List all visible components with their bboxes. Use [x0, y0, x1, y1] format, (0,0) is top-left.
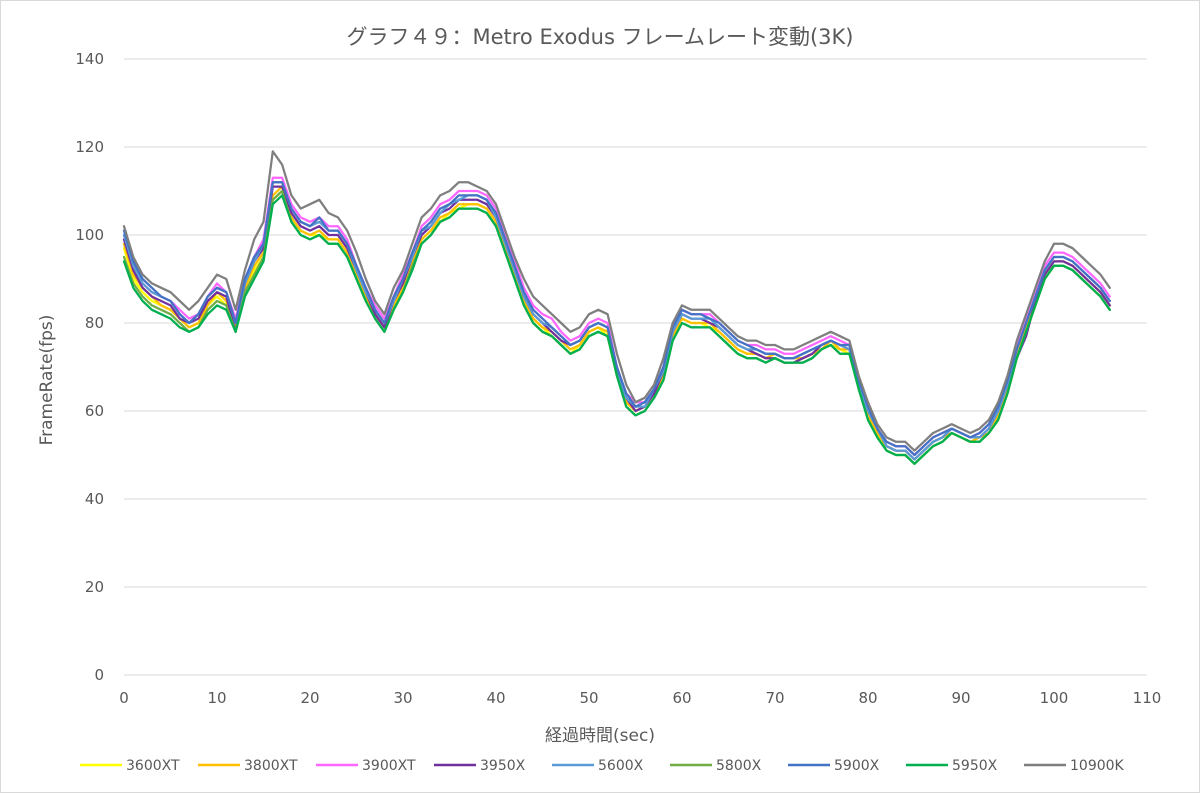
series-line-5600x	[122, 181, 1111, 461]
legend-label-5800x: 5800X	[716, 758, 762, 774]
x-tick-label-50: 50	[579, 689, 598, 707]
x-tick-label-10: 10	[207, 689, 226, 707]
chart-title: グラフ４９：Metro Exodus フレームレート変動(3K)	[346, 25, 853, 49]
series-line-5800x	[122, 189, 1111, 465]
series-line-3900xt	[122, 176, 1111, 457]
series-line-5900x	[122, 181, 1111, 457]
y-tick-label-140: 140	[75, 50, 104, 68]
x-axis-ticks: 0 10 20 30 40 50 60 70 80 90 100 110	[119, 689, 1161, 707]
series-line-10900k	[122, 150, 1111, 452]
series-line-5950x	[122, 194, 1111, 465]
x-tick-label-30: 30	[393, 689, 412, 707]
legend-label-5950x: 5950X	[952, 758, 998, 774]
legend-label-10900k: 10900K	[1070, 758, 1125, 774]
y-axis-ticks: 0 20 40 60 80 100 120 140	[75, 50, 104, 684]
legend-label-5600x: 5600X	[598, 758, 644, 774]
gridlines	[124, 58, 1147, 676]
x-tick-label-90: 90	[951, 689, 970, 707]
legend-label-3950x: 3950X	[480, 758, 526, 774]
y-tick-label-40: 40	[85, 490, 104, 508]
legend-label-3900xt: 3900XT	[362, 758, 416, 774]
legend-label-5900x: 5900X	[834, 758, 880, 774]
x-tick-label-80: 80	[858, 689, 877, 707]
x-tick-label-40: 40	[486, 689, 505, 707]
x-tick-label-100: 100	[1040, 689, 1069, 707]
y-tick-label-120: 120	[75, 138, 104, 156]
y-axis-label: FrameRate(fps)	[37, 315, 57, 446]
x-tick-label-70: 70	[765, 689, 784, 707]
x-tick-label-110: 110	[1133, 689, 1162, 707]
legend: 3600XT 3800XT 3900XT 3950X 5600X 5800X 5900X 59…	[80, 758, 1125, 774]
x-axis-label: 経過時間(sec)	[545, 726, 655, 746]
legend-label-3800xt: 3800XT	[244, 758, 298, 774]
series-line-3600xt	[122, 189, 1111, 465]
y-tick-label-100: 100	[75, 226, 104, 244]
x-tick-label-0: 0	[119, 689, 129, 707]
y-tick-label-80: 80	[85, 314, 104, 332]
y-tick-label-60: 60	[85, 402, 104, 420]
legend-label-3600xt: 3600XT	[126, 758, 180, 774]
x-tick-label-60: 60	[672, 689, 691, 707]
series-lines	[122, 150, 1111, 465]
y-tick-label-20: 20	[85, 578, 104, 596]
y-tick-label-0: 0	[94, 666, 104, 684]
x-tick-label-20: 20	[300, 689, 319, 707]
